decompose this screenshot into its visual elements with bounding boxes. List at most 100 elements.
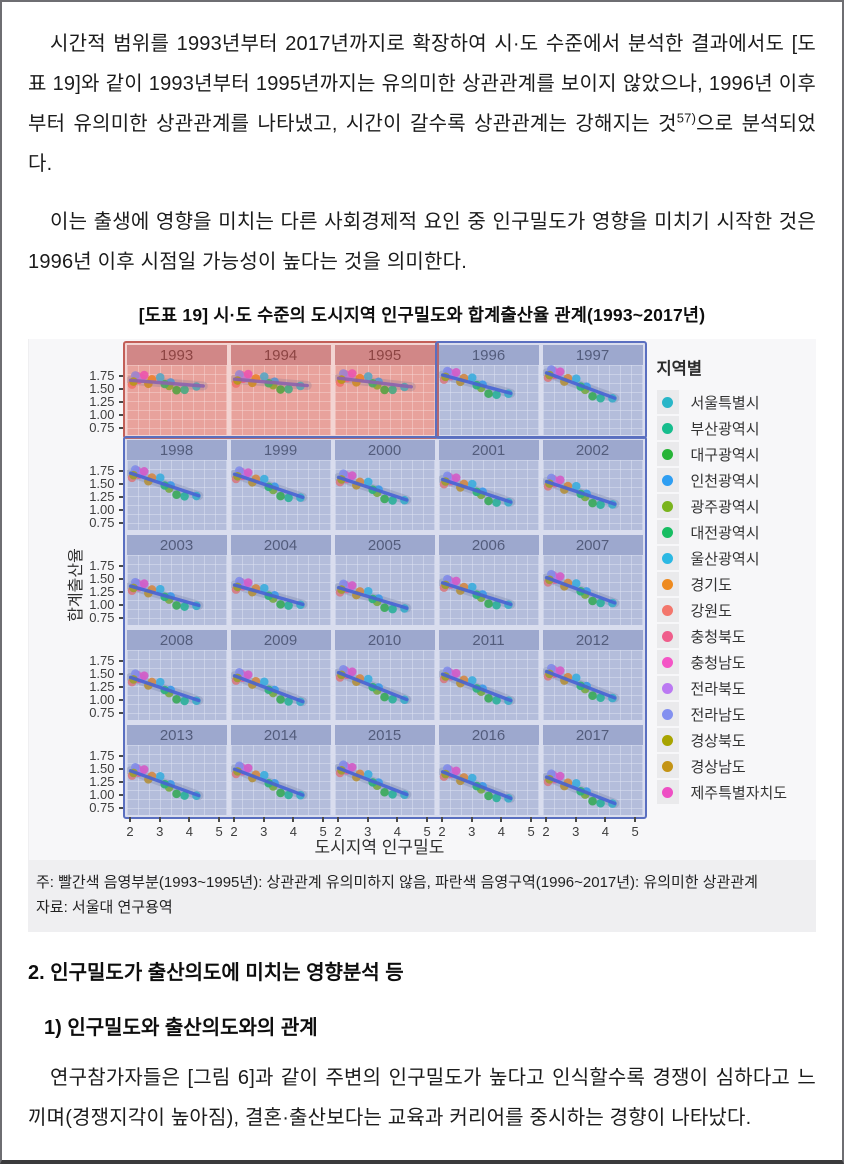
legend-item: 대전광역시 (656, 519, 813, 545)
legend-item: 충청북도 (656, 623, 813, 649)
facet-year-label: 2013 (126, 725, 227, 745)
data-point (347, 369, 357, 378)
facet-year-label: 2003 (126, 535, 227, 555)
trend-line (440, 373, 513, 395)
figure-caption: [도표 19] 시·도 수준의 도시지역 인구밀도와 합계출산율 관계(1993… (138, 305, 706, 325)
facet-plot (541, 473, 619, 510)
trend-line (232, 767, 305, 797)
data-point (555, 771, 565, 781)
facet-plot (229, 576, 307, 610)
data-point (555, 367, 565, 376)
facet-year-label: 2010 (334, 630, 435, 650)
x-tick-mark (233, 817, 236, 822)
y-tick-mark (118, 590, 124, 593)
legend-item: 경상북도 (656, 727, 813, 753)
data-point (347, 762, 357, 772)
legend-key (656, 390, 679, 414)
facet-year-label: 1995 (334, 345, 435, 365)
data-point (451, 576, 461, 586)
y-tick-mark (118, 495, 124, 498)
facet-year-label: 2015 (334, 725, 435, 745)
facet-panel (333, 745, 435, 815)
facet-year-label: 2001 (438, 440, 539, 460)
facet-year-label: 2004 (230, 535, 331, 555)
data-point (587, 691, 597, 700)
y-tick-mark (118, 699, 124, 701)
legend-item: 강원도 (656, 597, 813, 623)
data-point (139, 370, 149, 380)
data-point (451, 766, 461, 776)
data-point (259, 474, 269, 484)
data-point (491, 390, 501, 400)
x-tick-label: 3 (156, 824, 164, 839)
data-point (483, 693, 493, 703)
data-point (139, 671, 149, 680)
y-tick-label: 1.00 (89, 502, 115, 517)
x-tick-label: 4 (185, 824, 194, 839)
x-tick-mark (396, 817, 399, 822)
trend-line (128, 584, 201, 608)
data-point (155, 373, 165, 382)
data-point (275, 695, 285, 704)
data-point (467, 676, 477, 685)
data-point (467, 773, 477, 783)
facet-panel (125, 745, 227, 815)
facet-panel (333, 460, 435, 530)
y-tick-label: 1.50 (89, 570, 115, 586)
legend-label: 인천광역시 (690, 472, 760, 490)
data-point (451, 668, 461, 678)
trend-line (336, 376, 413, 389)
legend-item: 인천광역시 (656, 467, 813, 493)
legend-label: 제주특별자치도 (690, 784, 788, 802)
x-tick-mark (604, 817, 607, 822)
trend-line (336, 475, 409, 502)
legend-key (656, 754, 679, 778)
data-point (483, 599, 493, 609)
facet-plot (541, 365, 619, 403)
facet-plot (437, 574, 515, 610)
y-tick-label: 1.00 (89, 597, 115, 612)
y-tick-mark (118, 469, 124, 472)
x-tick-mark (545, 817, 548, 822)
facet-plot (229, 466, 307, 503)
facet-plot (333, 579, 411, 614)
facet-plot (333, 760, 411, 800)
trend-line (440, 477, 513, 504)
facet-panel (541, 555, 643, 625)
paragraph-implication: 이는 출생에 영향을 미치는 다른 사회경제적 요인 중 인구밀도가 영향을 미… (28, 202, 816, 282)
facet-plot (125, 762, 203, 801)
data-point (571, 779, 581, 788)
data-point (379, 603, 389, 613)
data-point (243, 578, 253, 587)
facet-year-label: 1997 (542, 345, 643, 365)
facet-year-label: 2012 (542, 630, 643, 650)
data-point (243, 468, 253, 477)
y-tick-label: 1.75 (89, 557, 115, 573)
legend-item: 대구광역시 (656, 441, 813, 467)
data-point (595, 798, 605, 808)
y-tick-mark (118, 427, 124, 430)
trend-line (544, 775, 617, 806)
y-tick-label: 0.75 (89, 420, 115, 436)
trend-line (232, 674, 305, 704)
data-point (259, 770, 269, 780)
data-point (275, 788, 285, 798)
data-point (171, 490, 181, 500)
data-point (387, 789, 397, 799)
legend-item: 서울특별시 (656, 389, 813, 415)
legend-item: 제주특별자치도 (656, 779, 813, 805)
legend-key (656, 572, 679, 596)
y-tick-mark (118, 807, 124, 810)
x-tick-label: 4 (393, 824, 402, 839)
paragraph3-text: 연구참가자들은 [그림 6]과 같이 주변의 인구밀도가 높다고 인식할수록 경… (28, 1067, 816, 1129)
paragraph1-text-after: 으로 분석되었다. (28, 113, 816, 175)
y-tick-mark (118, 685, 124, 688)
x-tick-label: 2 (126, 824, 134, 839)
legend-item: 경기도 (656, 571, 813, 597)
facet-panel (541, 460, 643, 530)
y-tick-label: 1.75 (89, 747, 115, 763)
facet-year-label: 1993 (126, 345, 227, 365)
trend-line (336, 670, 409, 702)
facet-plot (437, 366, 515, 400)
y-tick-mark (118, 509, 124, 511)
